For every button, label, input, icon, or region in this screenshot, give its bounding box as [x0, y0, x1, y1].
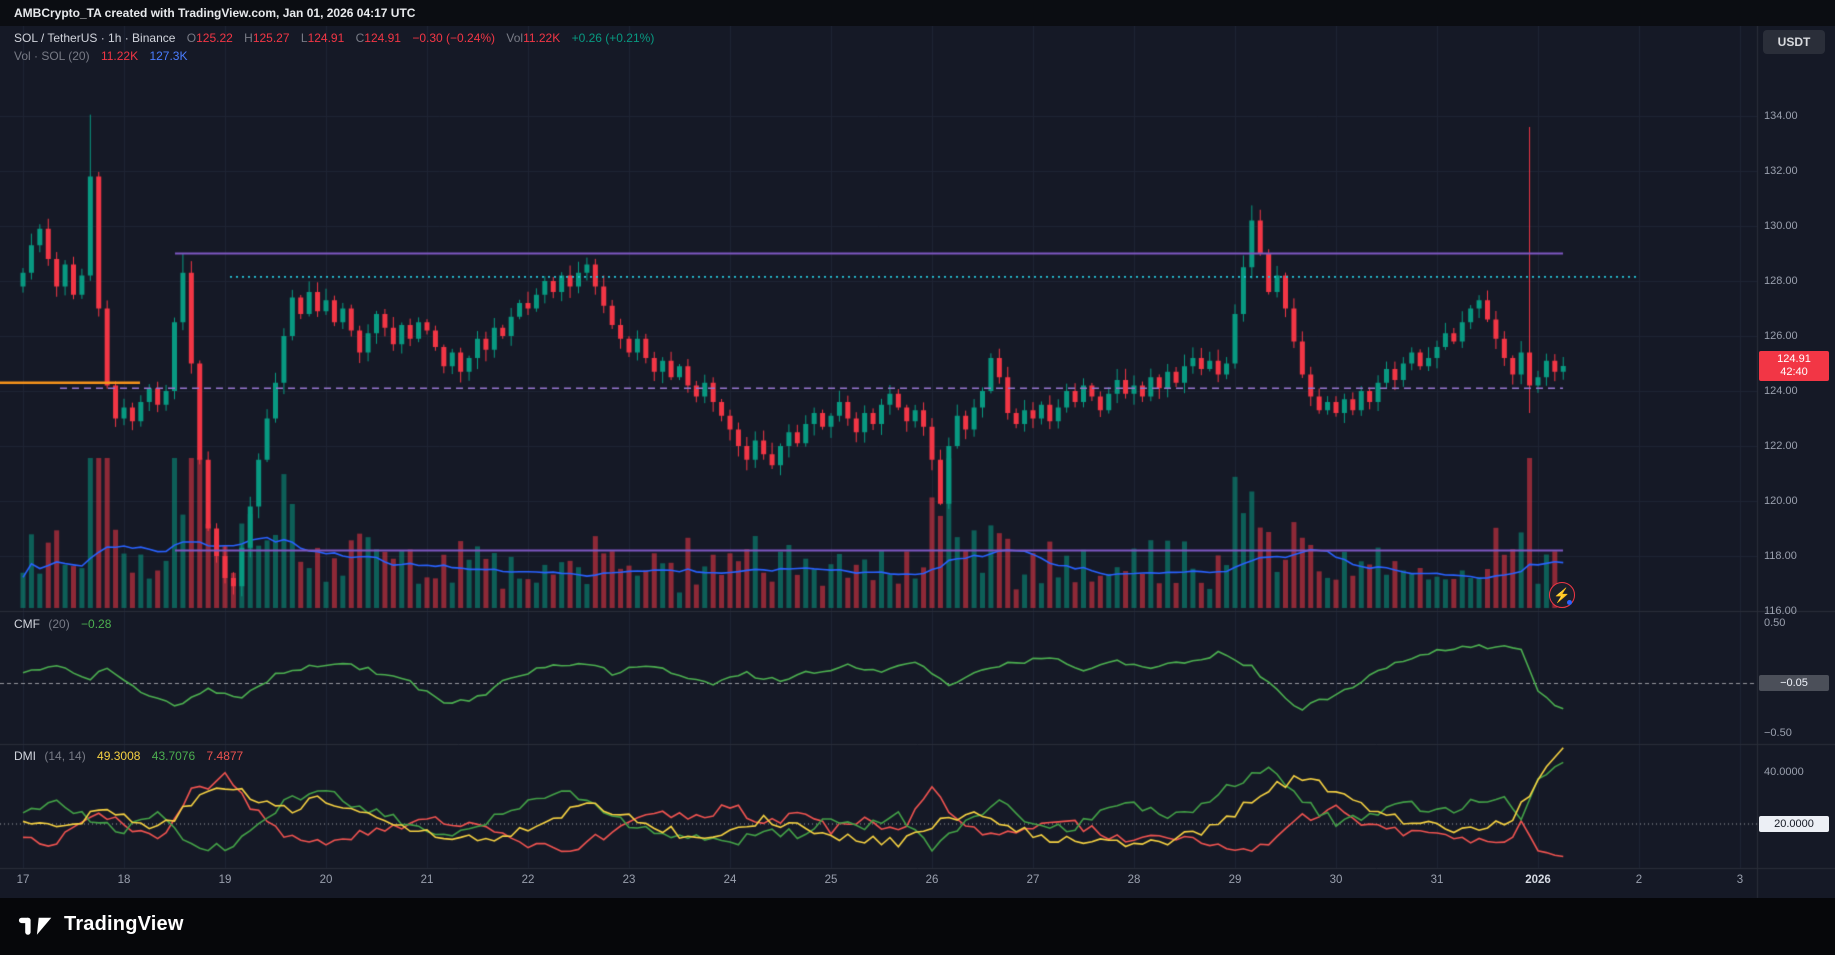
cmf-value: −0.28 [81, 617, 112, 631]
time-tick-label: 25 [824, 874, 838, 886]
time-tick-label: 17 [16, 874, 30, 886]
cmf-params: (20) [48, 617, 70, 631]
dmi-params: (14, 14) [44, 749, 86, 763]
time-tick-label: 3 [1736, 874, 1744, 886]
price-tick-label: 124.00 [1764, 385, 1798, 397]
price-tick-label: 132.00 [1764, 165, 1798, 177]
symbol-title[interactable]: SOL / TetherUS · 1h · Binance [14, 31, 176, 45]
high-label: H [244, 31, 253, 45]
time-tick-label: 20 [319, 874, 333, 886]
dmi-tick-top: 40.0000 [1764, 766, 1804, 778]
time-tick-label: 19 [218, 874, 232, 886]
close-value: 124.91 [364, 31, 401, 45]
time-tick-label: 2026 [1525, 874, 1551, 886]
vol-change-value: +0.26 (+0.21%) [571, 31, 655, 45]
time-tick-label: 22 [521, 874, 535, 886]
last-price-badge: 124.91 42:40 [1759, 351, 1829, 381]
attribution-bar: AMBCrypto_TA created with TradingView.co… [0, 0, 1835, 26]
time-tick-label: 24 [723, 874, 737, 886]
tradingview-brand[interactable]: TradingView [18, 911, 184, 937]
dmi-plusdi-value: 43.7076 [151, 749, 196, 763]
price-tick-label: 118.00 [1764, 550, 1797, 562]
lightning-glyph: ⚡ [1553, 587, 1571, 603]
time-tick-label: 27 [1026, 874, 1040, 886]
flash-icon[interactable]: ⚡ [1549, 582, 1575, 608]
time-tick-label: 23 [622, 874, 636, 886]
time-tick-label: 28 [1127, 874, 1141, 886]
currency-toggle-button[interactable]: USDT [1763, 30, 1825, 54]
bar-countdown: 42:40 [1780, 366, 1808, 378]
high-value: 125.27 [252, 31, 290, 45]
last-price-value: 124.91 [1777, 353, 1811, 365]
time-tick-label: 29 [1228, 874, 1242, 886]
volume-indicator-title[interactable]: Vol · SOL (20) [14, 49, 90, 63]
price-tick-label: 126.00 [1764, 330, 1798, 342]
price-tick-label: 128.00 [1764, 275, 1798, 287]
price-tick-label: 120.00 [1764, 495, 1798, 507]
symbol-legend[interactable]: SOL / TetherUS · 1h · Binance O125.22 H1… [14, 31, 654, 45]
volume-current: 11.22K [100, 49, 139, 63]
dmi-minusdi-value: 7.4877 [206, 749, 244, 763]
time-tick-label: 18 [117, 874, 131, 886]
volume-ma: 127.3K [149, 49, 188, 63]
tradingview-wordmark: TradingView [64, 912, 184, 935]
vol-value: 11.22K [523, 31, 561, 45]
footer-bar: TradingView [0, 898, 1835, 955]
low-label: L [300, 31, 308, 45]
cmf-tick-bottom: −0.50 [1764, 727, 1792, 739]
open-value: 125.22 [196, 31, 233, 45]
time-tick-label: 31 [1430, 874, 1444, 886]
dmi-title[interactable]: DMI [14, 749, 36, 763]
cmf-title[interactable]: CMF [14, 617, 40, 631]
price-tick-label: 116.00 [1764, 605, 1797, 617]
time-tick-label: 30 [1329, 874, 1343, 886]
tradingview-logo-icon [18, 917, 52, 935]
time-tick-label: 21 [420, 874, 434, 886]
cmf-legend[interactable]: CMF (20) −0.28 [14, 617, 111, 631]
open-label: O [186, 31, 197, 45]
close-label: C [355, 31, 365, 45]
cmf-level-badge: −0.05 [1759, 675, 1829, 691]
cmf-tick-top: 0.50 [1764, 617, 1786, 629]
price-tick-label: 134.00 [1764, 110, 1798, 122]
time-tick-label: 26 [925, 874, 939, 886]
price-tick-label: 122.00 [1764, 440, 1798, 452]
attribution-text: AMBCrypto_TA created with TradingView.co… [14, 6, 416, 20]
vol-label: Vol [506, 31, 524, 45]
change-value: −0.30 (−0.24%) [412, 31, 496, 45]
dmi-legend[interactable]: DMI (14, 14) 49.3008 43.7076 7.4877 [14, 749, 243, 763]
dmi-adx-value: 49.3008 [97, 749, 141, 763]
low-value: 124.91 [307, 31, 345, 45]
time-tick-label: 2 [1635, 874, 1643, 886]
price-tick-label: 130.00 [1764, 220, 1798, 232]
volume-legend[interactable]: Vol · SOL (20) 11.22K 127.3K [14, 49, 187, 63]
dmi-level-badge: 20.0000 [1759, 816, 1829, 832]
